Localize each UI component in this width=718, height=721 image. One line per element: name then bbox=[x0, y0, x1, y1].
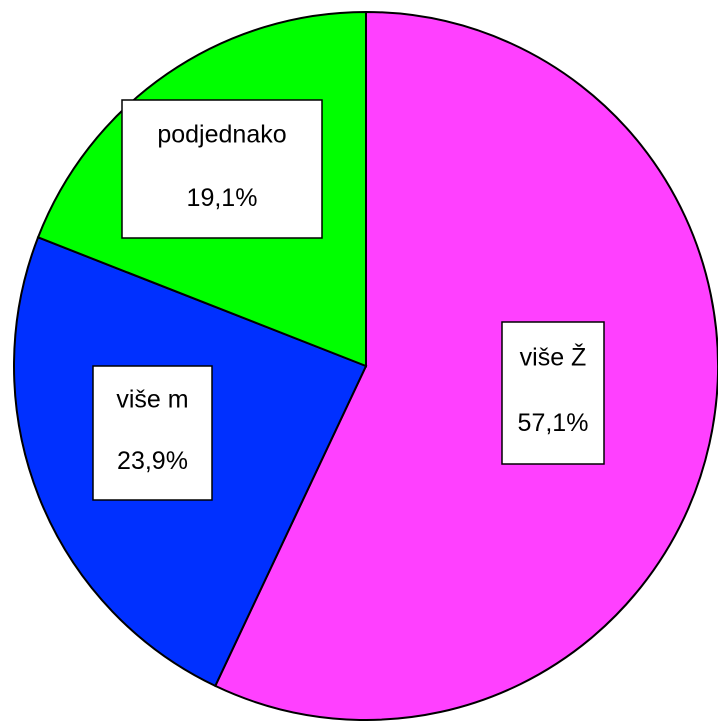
slice-label: podjednako bbox=[157, 120, 286, 148]
label-box bbox=[121, 99, 323, 239]
value-label: 57,1% bbox=[518, 409, 589, 437]
label-box bbox=[501, 321, 605, 465]
slice-label: više m bbox=[116, 385, 188, 413]
slice-label: više Ž bbox=[520, 343, 587, 372]
value-label: 19,1% bbox=[187, 184, 258, 212]
label-box bbox=[92, 365, 213, 501]
value-label: 23,9% bbox=[117, 447, 188, 475]
pie-slice bbox=[213, 10, 718, 721]
